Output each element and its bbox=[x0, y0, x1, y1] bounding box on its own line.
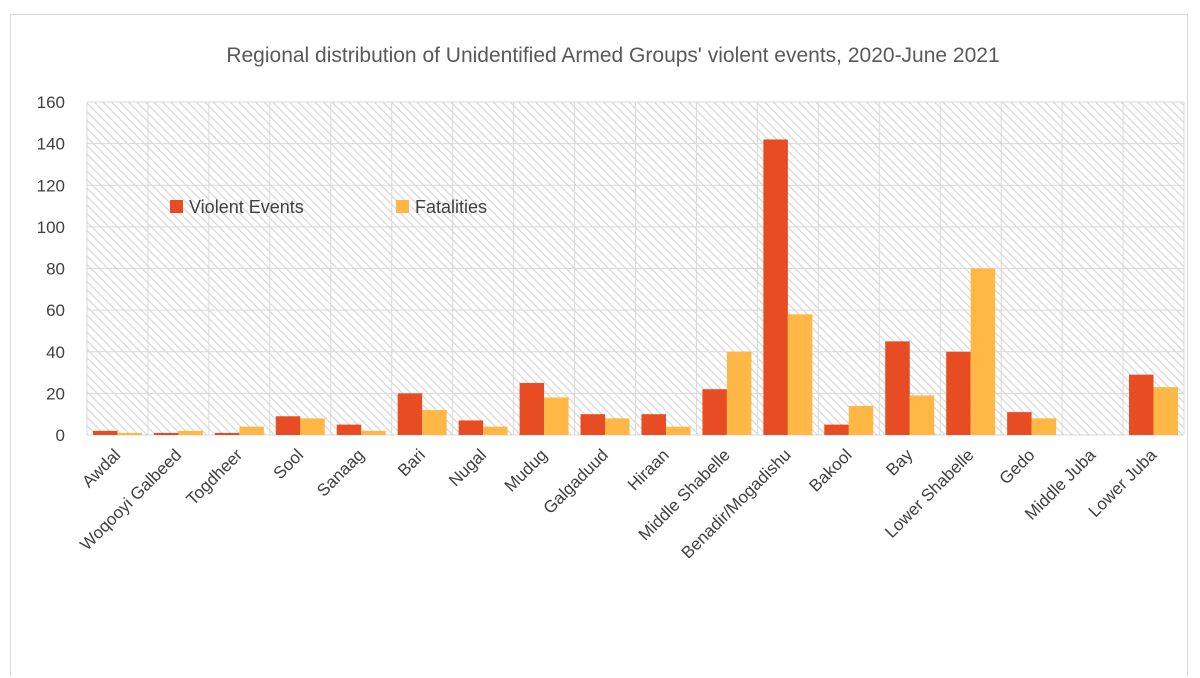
y-axis-ticks: 0 20 40 60 80 100 120 140 160 bbox=[37, 93, 65, 445]
x-tick-label-bay: Bay bbox=[882, 445, 917, 480]
grid-lines bbox=[86, 101, 1185, 436]
bar-fatalities-middle-shabelle bbox=[726, 351, 752, 435]
x-tick-label-bakool: Bakool bbox=[805, 445, 855, 495]
x-tick-label-gedo: Gedo bbox=[996, 445, 1039, 488]
bar-violent-events-galgaduud bbox=[580, 414, 606, 435]
legend: Violent Events Fatalities bbox=[170, 197, 487, 217]
x-tick-label-hiraan: Hiraan bbox=[624, 445, 673, 494]
bar-violent-events-awdal bbox=[92, 430, 118, 435]
bar-violent-events-sanaag bbox=[336, 424, 362, 435]
bar-fatalities-togdheer bbox=[239, 426, 264, 435]
bar-violent-events-bay bbox=[885, 341, 910, 435]
bar-fatalities-sanaag bbox=[361, 430, 386, 435]
bar-fatalities-gedo bbox=[1031, 418, 1057, 435]
legend-swatch-violent-events bbox=[170, 200, 183, 213]
chart-title: Regional distribution of Unidentified Ar… bbox=[226, 44, 999, 67]
bar-fatalities-lower-shabelle bbox=[970, 268, 996, 435]
x-tick-label-galgaduud: Galgaduud bbox=[540, 445, 612, 517]
x-tick-label-sanaag: Sanaag bbox=[313, 445, 368, 500]
chart-frame bbox=[10, 14, 1188, 676]
x-tick-label-awdal: Awdal bbox=[78, 445, 124, 491]
y-tick-label-120: 120 bbox=[37, 176, 65, 195]
bar-violent-events-gedo bbox=[1007, 412, 1032, 435]
bar-violent-events-hiraan bbox=[641, 414, 666, 435]
bar-violent-events-lower-juba bbox=[1129, 374, 1154, 435]
x-tick-label-bari: Bari bbox=[394, 445, 429, 480]
bar-fatalities-hiraan bbox=[665, 426, 691, 435]
bar-fatalities-bari bbox=[422, 410, 447, 435]
y-tick-label-60: 60 bbox=[46, 301, 65, 320]
x-tick-label-woqooyi-galbeed: Woqooyi Galbeed bbox=[76, 445, 185, 554]
x-tick-label-sool: Sool bbox=[270, 445, 307, 482]
y-tick-label-0: 0 bbox=[56, 426, 65, 445]
legend-swatch-fatalities bbox=[396, 200, 409, 213]
bar-violent-events-togdheer bbox=[214, 432, 240, 435]
bar-violent-events-mudug bbox=[519, 382, 545, 435]
bar-fatalities-galgaduud bbox=[605, 418, 630, 435]
bar-violent-events-bakool bbox=[824, 424, 849, 435]
y-tick-label-40: 40 bbox=[46, 343, 65, 362]
bar-violent-events-middle-shabelle bbox=[702, 389, 727, 435]
bar-violent-events-woqooyi-galbeed bbox=[153, 432, 179, 435]
y-tick-label-80: 80 bbox=[46, 260, 65, 279]
y-tick-label-160: 160 bbox=[37, 93, 65, 112]
bar-fatalities-awdal bbox=[117, 432, 142, 435]
bars bbox=[92, 139, 1179, 435]
y-tick-label-140: 140 bbox=[37, 135, 65, 154]
bar-fatalities-mudug bbox=[544, 397, 569, 435]
x-tick-label-togdheer: Togdheer bbox=[183, 445, 247, 509]
bar-violent-events-lower-shabelle bbox=[946, 351, 971, 435]
bar-violent-events-bari bbox=[397, 393, 423, 435]
y-tick-label-20: 20 bbox=[46, 384, 65, 403]
bar-fatalities-bay bbox=[909, 395, 935, 435]
bar-violent-events-sool bbox=[275, 416, 301, 435]
bar-fatalities-nugal bbox=[483, 426, 508, 435]
bar-violent-events-nugal bbox=[458, 420, 484, 435]
bar-fatalities-benadir-mogadishu bbox=[787, 314, 813, 435]
y-tick-label-100: 100 bbox=[37, 218, 65, 237]
bar-fatalities-lower-juba bbox=[1153, 387, 1179, 435]
bar-fatalities-woqooyi-galbeed bbox=[178, 430, 203, 435]
legend-label-violent-events: Violent Events bbox=[189, 197, 304, 217]
bar-violent-events-benadir-mogadishu bbox=[763, 139, 788, 435]
x-tick-label-nugal: Nugal bbox=[445, 445, 490, 490]
x-tick-label-mudug: Mudug bbox=[501, 445, 551, 495]
bar-fatalities-bakool bbox=[848, 405, 874, 435]
legend-label-fatalities: Fatalities bbox=[415, 197, 487, 217]
bar-fatalities-sool bbox=[300, 418, 325, 435]
x-tick-label-benadir-mogadishu: Benadir/Mogadishu bbox=[678, 445, 795, 562]
